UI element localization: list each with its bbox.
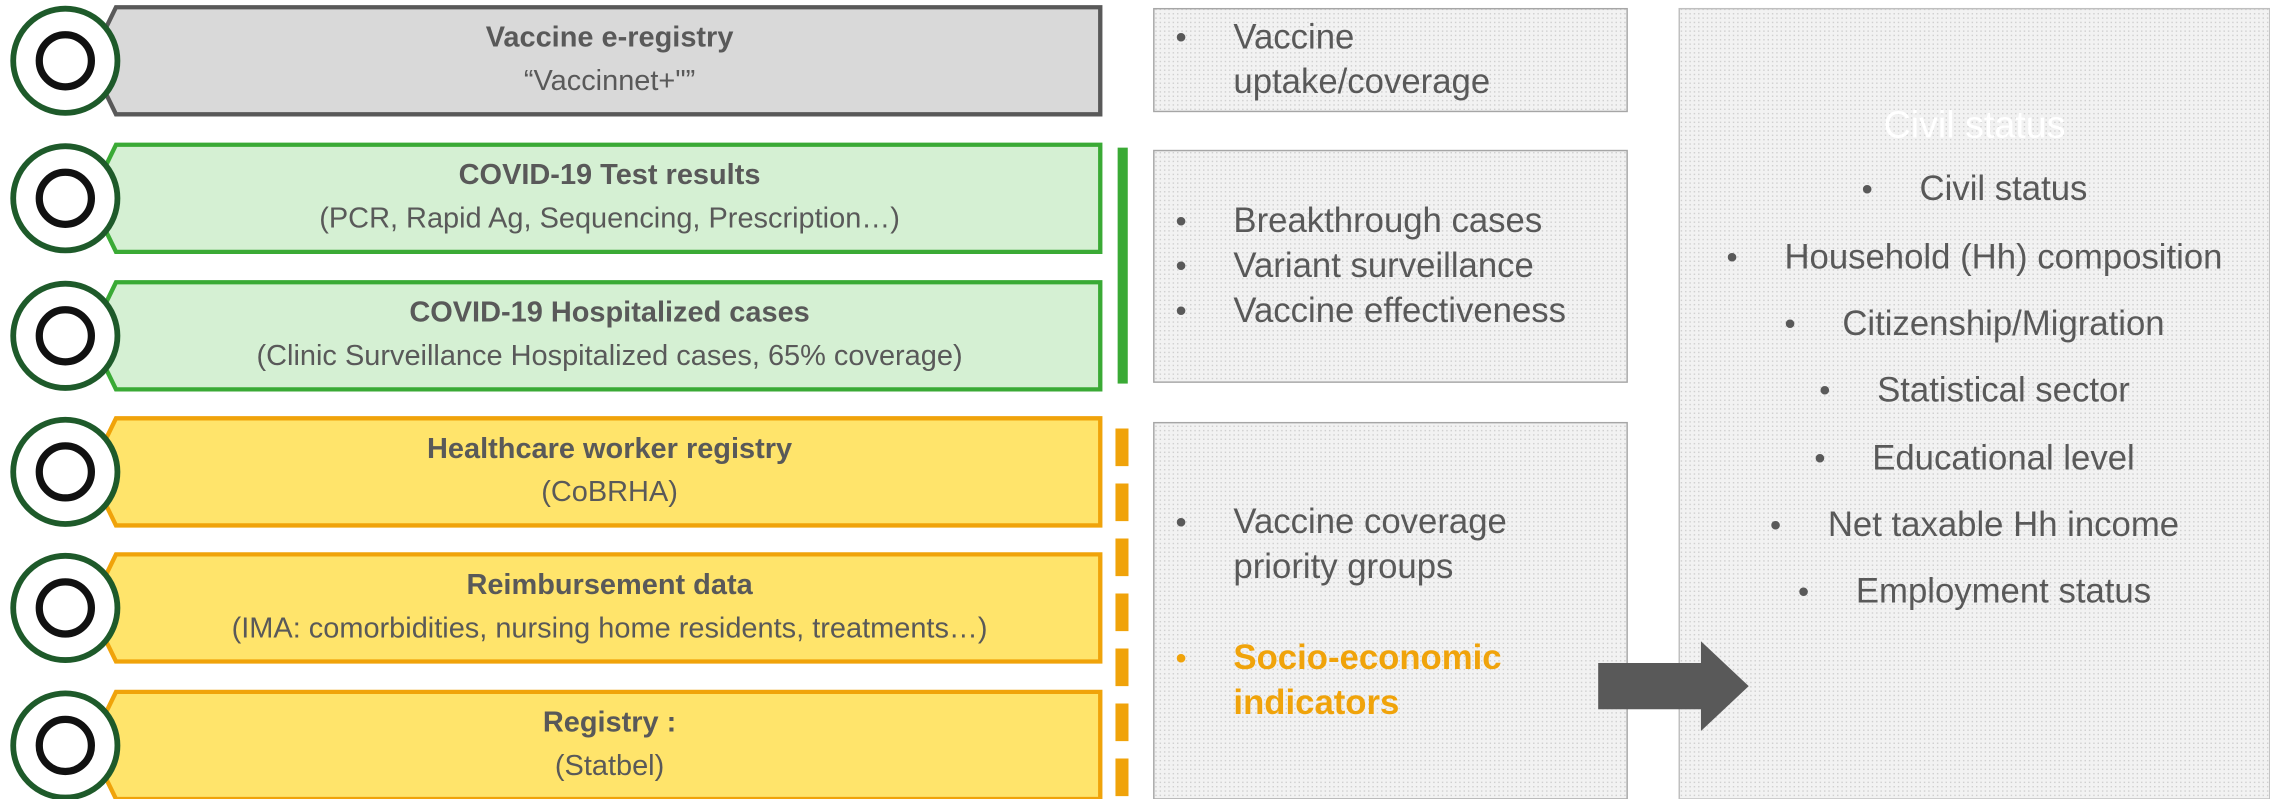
- bullet: •: [1176, 202, 1187, 238]
- civil-item: Educational level: [1872, 439, 2134, 477]
- source-subtitle: (Statbel): [555, 750, 664, 782]
- outcomes: • Vaccine uptake/coverage • Breakthrough cas…: [1153, 7, 1628, 799]
- civil-item: Citizenship/Migration: [1842, 305, 2164, 343]
- source-icon-glyph: [35, 306, 95, 366]
- source-title: COVID-19 Hospitalized cases: [409, 297, 809, 329]
- civil-item: Net taxable Hh income: [1828, 506, 2179, 544]
- bullet: •: [1798, 573, 1809, 609]
- outcome-box: [1153, 149, 1628, 383]
- bullet: •: [1770, 506, 1781, 542]
- bullet: •: [1176, 639, 1187, 675]
- source-subtitle: (IMA: comorbidities, nursing home reside…: [232, 612, 988, 644]
- civil-panel: [1678, 7, 2270, 799]
- source-icon: [10, 690, 121, 799]
- outcome-text: uptake/coverage: [1233, 63, 1490, 101]
- source-subtitle: (Clinic Surveillance Hospitalized cases,…: [257, 340, 963, 372]
- bullet: •: [1814, 440, 1825, 476]
- civil-title: Civil status: [1884, 103, 2066, 145]
- source-title: Vaccine e-registry: [486, 22, 734, 54]
- bullet: •: [1176, 18, 1187, 54]
- arrow: [1598, 641, 1749, 731]
- group-bar-green: [1117, 147, 1128, 384]
- source-icon-glyph: [35, 578, 95, 638]
- outcome-text: Variant surveillance: [1233, 247, 1533, 285]
- source-subtitle: (CoBRHA): [541, 476, 678, 508]
- outcome-text: indicators: [1233, 684, 1399, 722]
- source-subtitle: “Vaccinnet+"”: [524, 65, 695, 97]
- bullet: •: [1727, 239, 1738, 275]
- outcome-box: [1153, 421, 1628, 799]
- source-title: Healthcare worker registry: [427, 433, 792, 465]
- source-icon-glyph: [35, 168, 95, 228]
- source-icon: [10, 416, 121, 527]
- outcome-text: Vaccine: [1233, 18, 1354, 56]
- outcome-text: Vaccine coverage: [1233, 503, 1506, 541]
- bullet: •: [1176, 247, 1187, 283]
- source-title: Reimbursement data: [466, 569, 753, 601]
- civil-item: Employment status: [1856, 573, 2151, 611]
- source-icon-glyph: [35, 715, 95, 776]
- bullet: •: [1176, 503, 1187, 539]
- source-icon-glyph: [35, 31, 95, 91]
- civil-item: Household (Hh) composition: [1784, 238, 2222, 276]
- civil-item: Statistical sector: [1877, 371, 2130, 409]
- outcome-text: Socio-economic: [1233, 639, 1501, 677]
- outcome-text: Vaccine effectiveness: [1233, 292, 1566, 330]
- source-icon-glyph: [35, 442, 95, 502]
- outcome-text: priority groups: [1233, 548, 1453, 586]
- source-title: Registry :: [543, 706, 676, 738]
- sources: Vaccine e-registry “Vaccinnet+"” COVID-19 …: [10, 5, 1103, 799]
- civil-items: Civil status • Household (Hh) composition •…: [1727, 170, 2223, 610]
- source-icon: [10, 143, 121, 254]
- civil-item: Civil status: [1920, 170, 2088, 208]
- outcome-text: Breakthrough cases: [1233, 202, 1542, 240]
- bullet: •: [1176, 292, 1187, 328]
- bullet: •: [1862, 170, 1873, 206]
- bullet: •: [1784, 305, 1795, 341]
- source-icon: [10, 280, 121, 391]
- outcome-box: [1153, 7, 1628, 113]
- source-icon: [10, 552, 121, 663]
- source-title: COVID-19 Test results: [459, 159, 761, 191]
- bullet: •: [1819, 372, 1830, 408]
- source-subtitle: (PCR, Rapid Ag, Sequencing, Prescription…: [319, 203, 900, 235]
- source-icon: [10, 5, 121, 116]
